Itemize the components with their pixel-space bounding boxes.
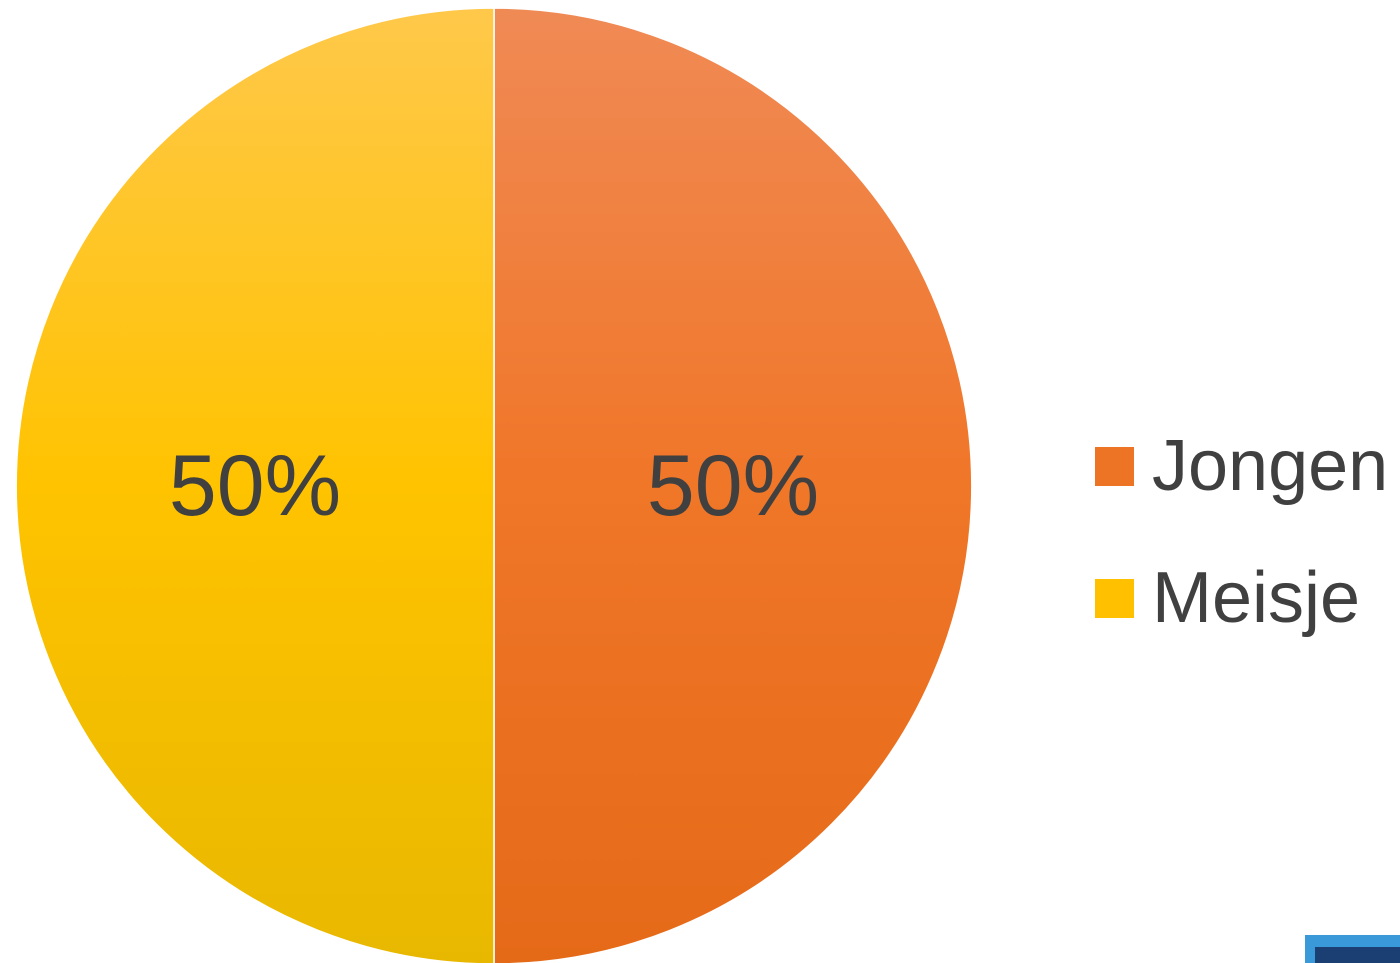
legend-item-meisje: Meisje [1095, 558, 1388, 638]
pie-data-labels: 50% 50% [169, 438, 819, 534]
pie-slices [15, 7, 973, 963]
data-label-meisje: 50% [169, 438, 341, 534]
pie-slice-meisje [15, 7, 495, 963]
legend: Jongen Meisje [1095, 426, 1388, 690]
corner-decoration [1305, 935, 1400, 963]
data-label-jongen: 50% [647, 438, 819, 534]
legend-label-meisje: Meisje [1152, 558, 1361, 638]
legend-label-jongen: Jongen [1152, 426, 1389, 506]
legend-swatch-jongen [1095, 446, 1134, 486]
pie-slice-jongen [493, 7, 973, 963]
legend-item-jongen: Jongen [1095, 426, 1388, 506]
legend-swatch-meisje [1095, 578, 1134, 618]
corner-decoration-inner [1315, 947, 1400, 963]
